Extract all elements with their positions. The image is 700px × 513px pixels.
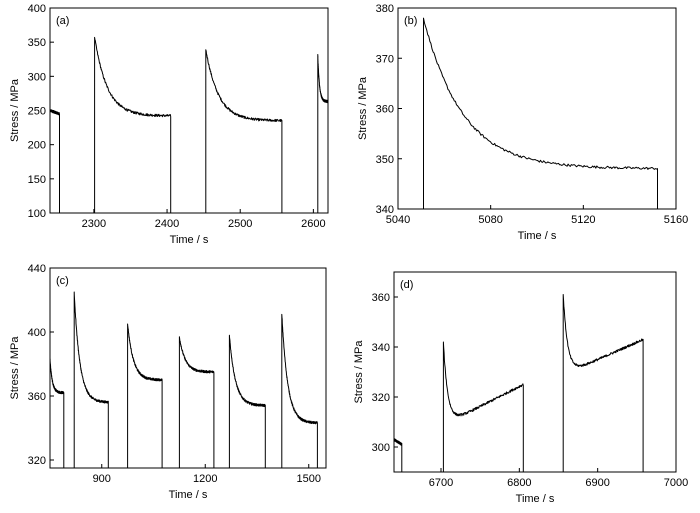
y-axis-label: Stress / MPa	[9, 78, 21, 142]
y-tick-label: 400	[28, 327, 46, 339]
x-tick-label: 6900	[585, 477, 609, 489]
y-tick-label: 250	[28, 106, 46, 118]
x-tick-label: 2400	[155, 218, 179, 230]
y-axis-label: Stress / MPa	[9, 336, 21, 400]
y-tick-label: 350	[28, 37, 46, 49]
x-tick-label: 7000	[664, 477, 688, 489]
plot-frame	[393, 271, 677, 473]
stress-trace	[178, 336, 215, 468]
y-tick-label: 320	[372, 392, 390, 404]
x-tick-label: 5120	[571, 214, 595, 226]
stress-trace	[49, 358, 65, 468]
x-axis-label: Time / s	[518, 230, 557, 242]
x-tick-label: 5160	[664, 214, 688, 226]
stress-trace	[73, 291, 109, 468]
x-axis-label: Time / s	[169, 489, 208, 501]
y-tick-label: 100	[28, 208, 46, 220]
stress-trace	[393, 438, 403, 472]
y-tick-label: 340	[372, 342, 390, 354]
x-tick-label: 1200	[193, 473, 217, 485]
y-tick-label: 340	[376, 204, 394, 216]
plot-frame	[397, 7, 677, 210]
y-tick-label: 440	[28, 263, 46, 275]
stress-trace	[317, 54, 329, 213]
y-tick-label: 370	[376, 53, 394, 65]
x-tick-label: 900	[93, 473, 111, 485]
panel-label: (c)	[56, 275, 69, 287]
x-tick-label: 2500	[228, 218, 252, 230]
y-tick-label: 380	[376, 3, 394, 15]
stress-trace	[228, 334, 266, 468]
panel-3: 6700 6800 6900 7000 300 320 340 360 Time / s Stre…	[353, 271, 688, 505]
x-axis-label: Time / s	[516, 493, 555, 505]
stress-trace	[49, 108, 60, 213]
plot-frame	[49, 267, 327, 469]
x-tick-label: 6800	[507, 477, 531, 489]
stress-trace	[127, 323, 163, 468]
x-tick-label: 5040	[386, 214, 410, 226]
x-axis-label: Time / s	[170, 234, 209, 246]
panel-label: (b)	[404, 15, 417, 27]
y-tick-label: 320	[28, 455, 46, 467]
panel-1: 5040 5080 5120 5160 340 350 360 370 380 Time / s S…	[357, 3, 688, 242]
stress-trace	[281, 313, 318, 468]
panel-0: 2300 2400 2500 2600 100 150 200 250 300 350 400 Tim…	[9, 3, 329, 246]
panel-2: 900 1200 1500 320 360 400 440 Time / s Stress / …	[9, 263, 327, 501]
x-tick-label: 2600	[301, 218, 325, 230]
y-tick-label: 400	[28, 3, 46, 15]
y-axis-label: Stress / MPa	[353, 340, 365, 404]
y-tick-label: 300	[372, 442, 390, 454]
x-tick-label: 6700	[429, 477, 453, 489]
stress-trace	[94, 36, 172, 213]
plot-frame	[49, 7, 329, 214]
panel-label: (a)	[56, 15, 69, 27]
y-tick-label: 200	[28, 140, 46, 152]
x-tick-label: 1500	[297, 473, 321, 485]
stress-trace	[442, 341, 524, 472]
x-tick-label: 5080	[478, 214, 502, 226]
y-tick-label: 360	[372, 292, 390, 304]
panel-label: (d)	[400, 279, 413, 291]
y-tick-label: 150	[28, 174, 46, 186]
y-tick-label: 360	[376, 104, 394, 116]
stress-trace	[562, 294, 644, 472]
y-tick-label: 350	[376, 154, 394, 166]
y-tick-label: 300	[28, 71, 46, 83]
stress-trace	[423, 17, 658, 209]
stress-trace	[205, 49, 283, 213]
x-tick-label: 2300	[82, 218, 106, 230]
y-axis-label: Stress / MPa	[357, 76, 369, 140]
y-tick-label: 360	[28, 391, 46, 403]
